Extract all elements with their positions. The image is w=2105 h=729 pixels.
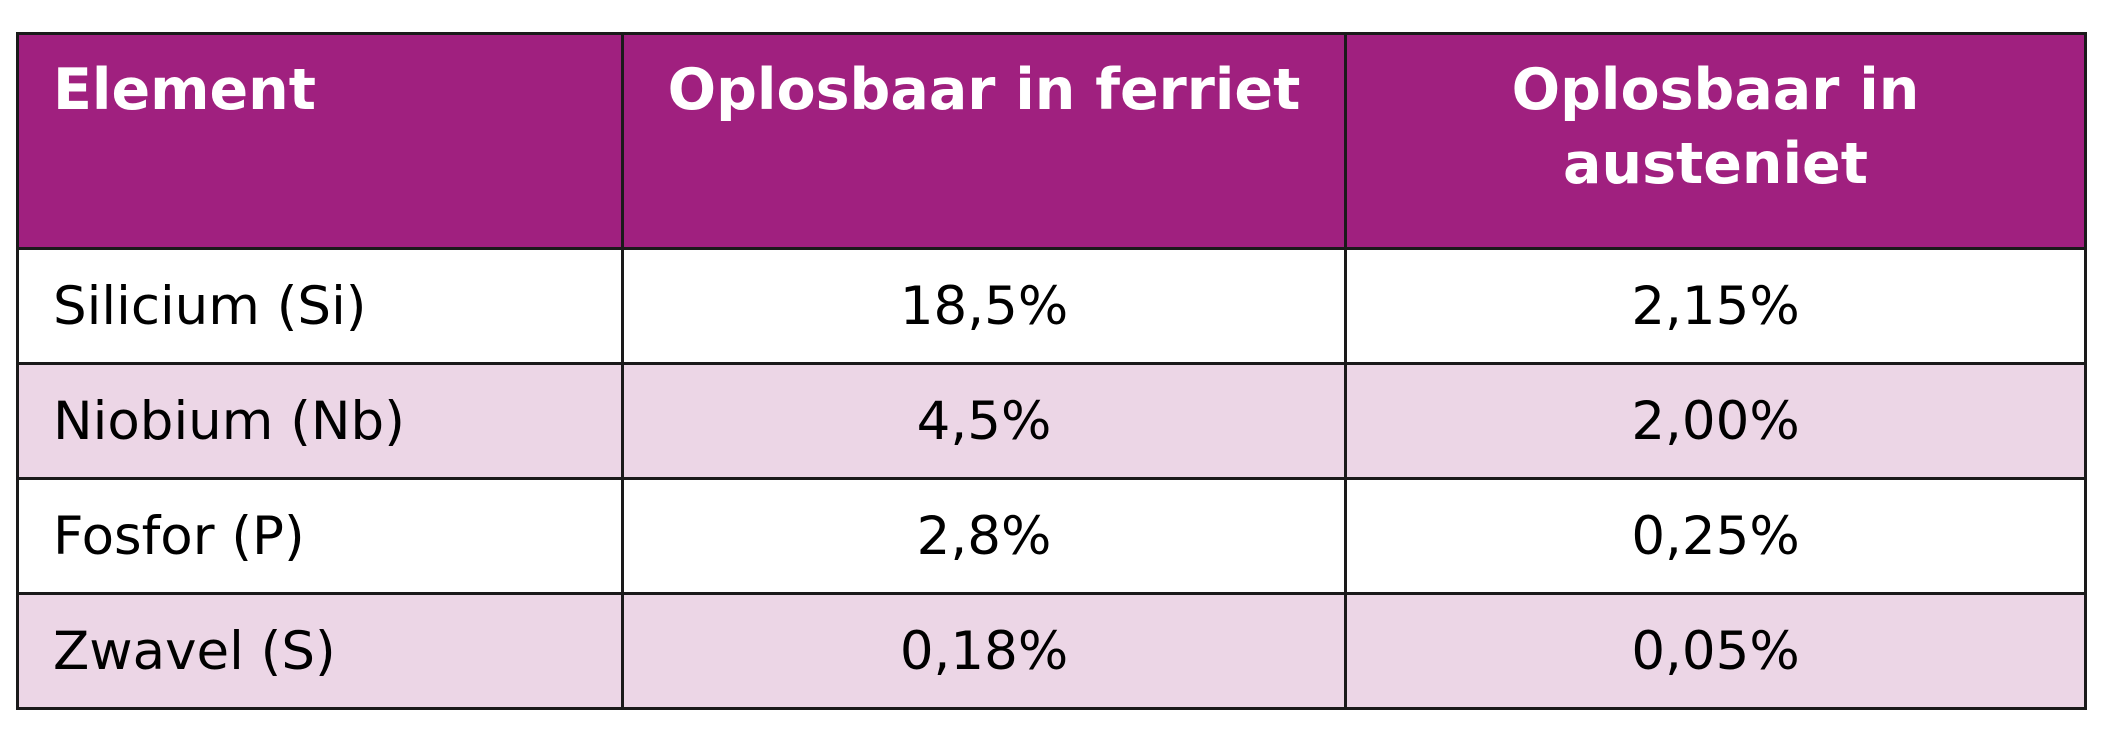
table-header-row: Element Oplosbaar in ferriet Oplosbaar i…: [16, 32, 2087, 250]
cell-element: Zwavel (S): [16, 592, 624, 710]
cell-ferrite: 4,5%: [621, 362, 1347, 480]
cell-austenite: 2,00%: [1344, 362, 2087, 480]
table-row: Fosfor (P) 2,8% 0,25%: [16, 477, 2087, 595]
cell-ferrite: 18,5%: [621, 247, 1347, 365]
cell-austenite: 0,05%: [1344, 592, 2087, 710]
cell-austenite: 2,15%: [1344, 247, 2087, 365]
table-row: Zwavel (S) 0,18% 0,05%: [16, 592, 2087, 710]
header-ferrite: Oplosbaar in ferriet: [621, 32, 1347, 250]
cell-element: Niobium (Nb): [16, 362, 624, 480]
header-element: Element: [16, 32, 624, 250]
table-row: Silicium (Si) 18,5% 2,15%: [16, 247, 2087, 365]
table-row: Niobium (Nb) 4,5% 2,00%: [16, 362, 2087, 480]
cell-austenite: 0,25%: [1344, 477, 2087, 595]
cell-ferrite: 2,8%: [621, 477, 1347, 595]
header-austenite: Oplosbaar in austeniet: [1344, 32, 2087, 250]
cell-element: Silicium (Si): [16, 247, 624, 365]
cell-element: Fosfor (P): [16, 477, 624, 595]
cell-ferrite: 0,18%: [621, 592, 1347, 710]
solubility-table: Element Oplosbaar in ferriet Oplosbaar i…: [16, 32, 2087, 710]
